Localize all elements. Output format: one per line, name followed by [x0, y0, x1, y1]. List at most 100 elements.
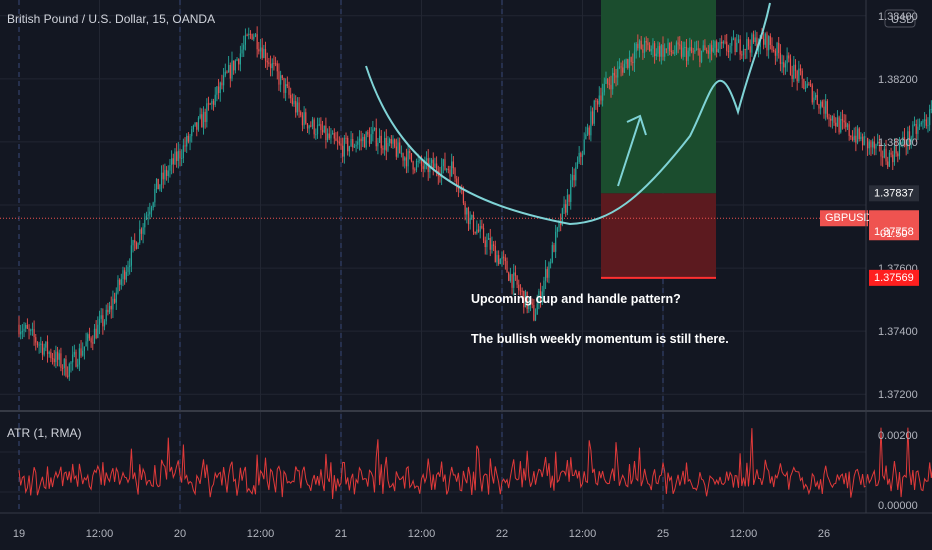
- candle-body: [803, 78, 805, 89]
- candle-body: [545, 269, 547, 281]
- candle-body: [462, 190, 465, 204]
- cup-curve[interactable]: [365, 2, 771, 226]
- candle-body: [593, 100, 595, 124]
- candle-body: [95, 328, 97, 338]
- candle-body: [456, 178, 458, 186]
- candle-body: [93, 328, 96, 344]
- candle-body: [207, 103, 210, 105]
- candle-body: [181, 157, 183, 159]
- candle-body: [333, 133, 335, 139]
- candle-body: [83, 346, 86, 351]
- candle-body: [521, 290, 523, 292]
- candle-body: [766, 33, 768, 51]
- candle-body: [892, 154, 894, 163]
- candle-body: [851, 137, 854, 141]
- candle-body: [165, 169, 168, 176]
- candle-body: [335, 138, 337, 141]
- candle-body: [746, 39, 748, 51]
- candle-body: [628, 57, 631, 68]
- profit-zone[interactable]: [601, 0, 716, 194]
- candle-body: [338, 141, 340, 144]
- loss-zone[interactable]: [601, 193, 716, 278]
- candle-body: [754, 37, 756, 43]
- price-tick-label: 1.38200: [878, 74, 918, 86]
- candle-body: [706, 50, 708, 52]
- candle-body: [784, 63, 787, 68]
- candle-body: [907, 131, 909, 147]
- time-tick-label: 25: [657, 528, 669, 540]
- candle-body: [149, 211, 151, 215]
- candle-body: [585, 134, 587, 140]
- candle-body: [870, 141, 872, 148]
- candle-body: [856, 128, 859, 143]
- candle-body: [115, 292, 117, 303]
- candle-body: [201, 114, 203, 128]
- candle-body: [174, 151, 176, 165]
- candle-body: [846, 124, 849, 128]
- annotation-line-2[interactable]: The bullish weekly momentum is still the…: [471, 332, 729, 346]
- candle-body: [444, 159, 446, 170]
- candle-body: [28, 328, 30, 331]
- candle-body: [243, 44, 245, 50]
- candle-body: [469, 217, 471, 225]
- candle-body: [48, 352, 50, 354]
- candle-body: [384, 137, 386, 150]
- atr-indicator-label[interactable]: ATR (1, RMA): [7, 426, 81, 440]
- candle-body: [885, 148, 887, 162]
- price-axis[interactable]: USD 1.384001.382001.380001.376001.374001…: [820, 9, 919, 401]
- candle-body: [563, 204, 565, 209]
- candle-body: [615, 75, 617, 78]
- candle-body: [409, 151, 411, 154]
- candle-body: [202, 111, 205, 128]
- candle-body: [528, 303, 530, 310]
- candle-body: [186, 135, 188, 147]
- candle-body: [248, 33, 250, 36]
- candle-body: [506, 261, 508, 273]
- candle-body: [380, 135, 382, 149]
- candle-body: [893, 145, 896, 163]
- candle-body: [422, 166, 424, 169]
- candle-body: [669, 42, 671, 51]
- candle-body: [900, 143, 902, 145]
- currency-box[interactable]: [884, 9, 916, 28]
- candle-body: [377, 142, 379, 147]
- candle-body: [648, 45, 651, 52]
- candle-body: [233, 60, 235, 71]
- candle-body: [18, 324, 20, 335]
- candle-body: [471, 215, 473, 218]
- candle-body: [872, 141, 874, 148]
- candle-body: [20, 331, 22, 335]
- candle-body: [199, 114, 201, 118]
- candle-body: [543, 280, 545, 292]
- candle-body: [62, 367, 64, 369]
- candle-body: [449, 169, 451, 177]
- candle-body: [474, 231, 476, 234]
- candle-body: [501, 256, 503, 260]
- candle-body: [692, 51, 694, 53]
- time-axis[interactable]: 19 12:00 20 12:00 21 12:00 22 12:00 25 12:00 26: [13, 528, 830, 540]
- annotation-line-1[interactable]: Upcoming cup and handle pattern?: [471, 292, 681, 306]
- candle-body: [177, 150, 179, 161]
- handle-arrow[interactable]: [617, 114, 647, 187]
- candle-body: [400, 153, 402, 155]
- candle-body: [752, 34, 755, 43]
- candle-body: [342, 145, 344, 157]
- candle-body: [486, 239, 488, 248]
- candle-body: [337, 140, 339, 142]
- candle-body: [586, 127, 589, 135]
- candle-body: [387, 143, 389, 151]
- candle-body: [863, 136, 865, 146]
- candle-body: [231, 60, 233, 79]
- candle-body: [150, 207, 153, 212]
- candle-body: [320, 124, 322, 131]
- candle-body: [524, 291, 527, 308]
- candle-body: [826, 101, 828, 118]
- candle-body: [571, 174, 574, 181]
- candle-body: [721, 41, 723, 44]
- candle-body: [580, 152, 582, 157]
- candle-body: [855, 135, 857, 143]
- candle-body: [608, 83, 610, 85]
- candle-body: [880, 143, 882, 157]
- candle-body: [712, 47, 714, 52]
